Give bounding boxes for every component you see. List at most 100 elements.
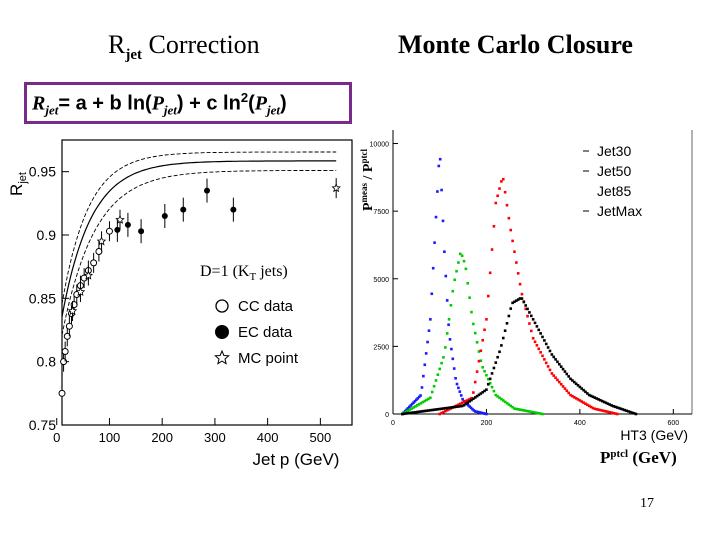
distribution-point: [468, 405, 471, 408]
distribution-point: [515, 299, 518, 302]
distribution-point: [541, 412, 544, 416]
distribution-point: [509, 404, 513, 408]
distribution-point: [436, 407, 440, 411]
left-title-sub: jet: [125, 47, 142, 64]
distribution-point: [524, 409, 527, 413]
distribution-point: [520, 292, 524, 296]
distribution-point: [546, 346, 550, 349]
distribution-point: [507, 314, 511, 318]
distribution-point: [408, 411, 412, 415]
distribution-point: [526, 307, 529, 311]
distribution-point: [582, 388, 585, 392]
distribution-point: [409, 404, 413, 407]
ec-data-point: [230, 206, 237, 213]
distribution-point: [440, 361, 443, 365]
y-tick-label: 5000: [373, 277, 389, 284]
distribution-point: [451, 289, 455, 293]
distribution-point: [528, 322, 531, 325]
distribution-point: [402, 412, 406, 416]
distribution-point: [589, 405, 593, 409]
distribution-point: [441, 219, 445, 223]
distribution-point: [558, 380, 561, 384]
distribution-point: [524, 307, 527, 311]
distribution-point: [473, 410, 477, 413]
distribution-point: [554, 376, 557, 380]
x-tick-label: 300: [204, 430, 226, 445]
formula-jet-3: jet: [266, 102, 280, 118]
distribution-point: [533, 321, 537, 325]
distribution-point: [447, 323, 450, 327]
distribution-point: [422, 374, 425, 378]
distribution-point: [533, 411, 537, 414]
plot-frame: [61, 139, 353, 426]
distribution-point: [623, 408, 627, 412]
distribution-point: [634, 412, 638, 416]
distribution-point: [576, 384, 580, 387]
distribution-point: [531, 318, 535, 321]
legend-star-icon: [214, 349, 230, 365]
distribution-point: [539, 351, 542, 354]
distribution-point: [528, 311, 531, 314]
ec-data-point: [161, 213, 168, 219]
distribution-point: [539, 332, 542, 335]
cc-data-point: [60, 358, 68, 366]
distribution-point: [501, 336, 505, 340]
distribution-point: [606, 410, 610, 414]
distribution-point: [494, 393, 498, 397]
distribution-point: [500, 397, 503, 401]
distribution-point: [487, 382, 490, 386]
distribution-point: [464, 267, 468, 271]
distribution-point: [513, 250, 516, 254]
distribution-point: [492, 224, 496, 228]
legend-label: JetMax: [597, 203, 642, 219]
distribution-point: [567, 391, 570, 395]
distribution-point: [445, 332, 449, 335]
distribution-point: [415, 398, 418, 402]
distribution-point: [476, 410, 480, 414]
y-tick-label: 0.75: [29, 417, 56, 433]
distribution-point: [485, 373, 488, 377]
distribution-point: [468, 400, 471, 403]
distribution-point: [454, 376, 457, 380]
formula-eq: = a + b ln(: [58, 92, 152, 115]
y-axis-label: Rjet: [7, 172, 29, 196]
distribution-point: [470, 398, 473, 402]
distribution-point: [546, 365, 550, 368]
distribution-point: [630, 411, 634, 415]
distribution-point: [417, 402, 421, 406]
distribution-point: [515, 261, 518, 264]
distribution-point: [425, 409, 428, 413]
distribution-point: [498, 350, 501, 354]
distribution-point: [475, 394, 479, 398]
formula-close: ): [279, 92, 287, 115]
distribution-point: [453, 405, 456, 409]
distribution-point: [433, 241, 436, 244]
distribution-point: [488, 377, 492, 381]
mc-data-point: [67, 305, 78, 316]
distribution-point: [487, 294, 490, 298]
distribution-point: [482, 412, 485, 415]
x-axis-label: Jet p (GeV): [253, 450, 340, 469]
legend-label: Jet30: [597, 143, 631, 159]
distribution-point: [565, 372, 569, 376]
distribution-point: [578, 385, 582, 389]
distribution-point: [507, 403, 511, 406]
y-axis-label: Pmeas / Pptcl: [359, 148, 376, 211]
cc-data-point: [61, 348, 69, 356]
distribution-point: [401, 412, 404, 416]
distribution-point: [601, 399, 604, 403]
distribution-point: [490, 385, 494, 389]
distribution-point: [429, 408, 432, 412]
x-tick-label: 400: [574, 420, 586, 427]
distribution-point: [438, 407, 442, 411]
distribution-point: [475, 341, 479, 344]
distribution-point: [597, 398, 600, 401]
distribution-point: [440, 407, 443, 411]
distribution-point: [457, 403, 460, 407]
formula-jet-1: jet: [45, 102, 59, 118]
legend-label: Jet85: [597, 183, 631, 199]
distribution-point: [490, 372, 494, 375]
distribution-point: [483, 412, 487, 415]
distribution-point: [455, 405, 458, 409]
distribution-point: [444, 274, 448, 278]
